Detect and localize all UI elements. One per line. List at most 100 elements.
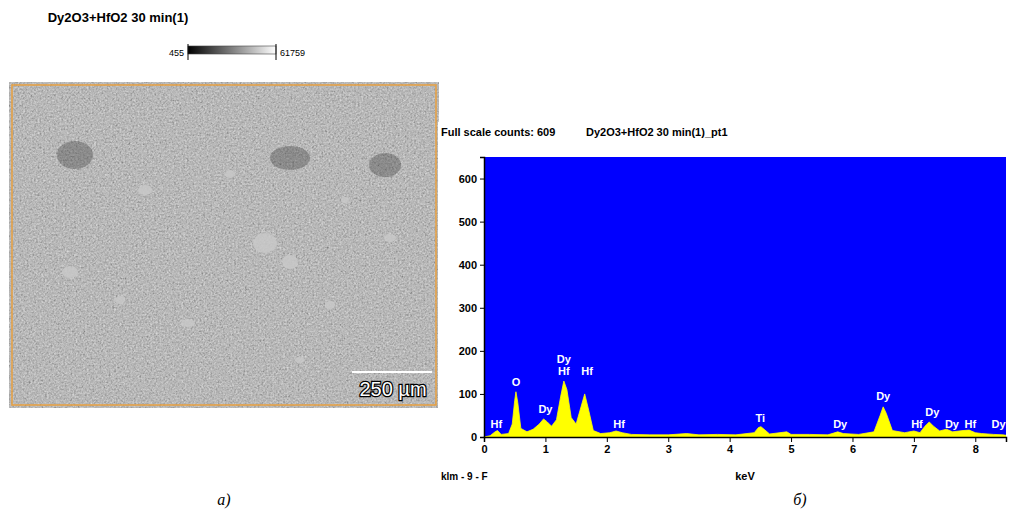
particle (295, 357, 305, 363)
x-tick-mark (852, 437, 853, 442)
x-tick-mark (914, 437, 915, 442)
x-tick: 1 (543, 437, 549, 455)
particle (384, 234, 396, 242)
y-tick-label: 100 (459, 388, 477, 400)
peak-label: Dy (945, 418, 960, 430)
peak-label: Hf (965, 418, 977, 430)
x-tick-label: 1 (543, 443, 549, 455)
x-tick-mark (730, 437, 731, 442)
y-tick-label: 400 (459, 259, 477, 271)
plot-marks (484, 381, 1006, 437)
x-tick: 8 (973, 437, 979, 455)
colorbar (188, 46, 276, 54)
spectrum-panel: Full scale counts: 609 Dy2O3+HfO2 30 min(… (438, 122, 1016, 492)
x-tick-label: 2 (604, 443, 610, 455)
particle (62, 266, 78, 278)
particle (341, 197, 349, 203)
micrograph-background (9, 82, 439, 408)
x-tick: 3 (666, 437, 672, 455)
x-axis: 0 1 2 3 4 5 6 7 8 (481, 437, 1006, 455)
x-tick-label: 4 (727, 443, 734, 455)
y-tick-mark (480, 394, 484, 395)
x-tick-mark (545, 437, 546, 442)
micrograph-grain (9, 82, 439, 408)
y-tick-label: 0 (471, 431, 477, 443)
y-tick-mark (480, 437, 484, 438)
peak-label: Ti (756, 412, 766, 424)
x-tick-mark (791, 437, 792, 442)
y-tick-mark (480, 308, 484, 309)
x-tick-label: 6 (850, 443, 856, 455)
dark-region (57, 141, 93, 169)
y-tick: 500 (459, 216, 484, 228)
selection-frame (12, 85, 436, 405)
chart-title: Dy2O3+HfO2 30 min(1)_pt1 (586, 126, 728, 138)
peak-label: Hf (613, 418, 625, 430)
y-tick-label: 500 (459, 216, 477, 228)
y-tick: 100 (459, 388, 484, 400)
panel-caption: б) (793, 491, 806, 509)
particle (225, 170, 235, 178)
y-tick-label: 200 (459, 345, 477, 357)
y-tick-mark (480, 179, 484, 180)
y-tick-label: 600 (459, 173, 477, 185)
spectrum-area (484, 381, 1006, 437)
x-tick-mark (668, 437, 669, 442)
x-tick: 5 (788, 437, 794, 455)
x-tick: 4 (727, 437, 734, 455)
x-tick-label: 7 (911, 443, 917, 455)
scale-bar (352, 371, 432, 373)
y-tick-mark (480, 222, 484, 223)
y-tick-label: 300 (459, 302, 477, 314)
panel-caption: а) (217, 491, 230, 509)
peak-label: Hf (558, 365, 570, 377)
y-tick: 600 (459, 173, 484, 185)
x-tick: 6 (850, 437, 856, 455)
peak-label: Dy (833, 418, 848, 430)
x-axis-line (485, 438, 1007, 443)
y-tick: 0 (471, 431, 484, 443)
peak-label: O (512, 376, 521, 388)
peak-label: Dy (557, 353, 572, 365)
footer: klm - 9 - F (441, 471, 488, 482)
peak-label: Dy (925, 406, 940, 418)
x-tick-label: 8 (973, 443, 979, 455)
y-tick: 300 (459, 302, 484, 314)
dark-region (369, 153, 401, 177)
scale-bar-label: 250 µm (359, 378, 426, 400)
peak-label: Hf (911, 418, 923, 430)
y-axis-line (480, 158, 485, 438)
peak-label: Hf (490, 418, 502, 430)
x-axis-title: keV (735, 470, 755, 482)
figure: Dy2O3+HfO2 30 min(1) 455 61759 250 µm а) Full… (0, 0, 1021, 520)
colorbar-label: 61759 (280, 48, 305, 58)
particle (282, 255, 298, 269)
y-tick-mark (480, 265, 484, 266)
image-title: Dy2O3+HfO2 30 min(1) (48, 10, 189, 25)
peak-label: Dy (876, 390, 891, 402)
x-tick: 0 (481, 437, 487, 455)
x-tick: 7 (911, 437, 917, 455)
x-tick-mark (607, 437, 608, 442)
colorbar-label: 455 (169, 48, 184, 58)
colorbar-tick (188, 44, 189, 60)
peak-labels: HfODyDyHfHfHfTiDyDyHfDyDyHfDy (490, 353, 1006, 430)
particle (325, 301, 335, 309)
x-tick-label: 5 (788, 443, 794, 455)
particle (115, 296, 125, 304)
particle (181, 319, 195, 327)
dark-region (270, 146, 310, 170)
y-tick: 400 (459, 259, 484, 271)
plot-background (484, 157, 1006, 437)
colorbar-tick (276, 44, 277, 60)
peak-label: Dy (538, 403, 553, 415)
subtitle: Full scale counts: 609 (441, 126, 555, 138)
x-tick: 2 (604, 437, 610, 455)
particle (253, 233, 277, 253)
particle (138, 185, 152, 195)
y-axis: 0 100 200 300 400 500 600 (459, 158, 485, 444)
x-tick-mark (975, 437, 976, 442)
panel-background (438, 122, 1016, 492)
y-tick-mark (480, 351, 484, 352)
y-tick: 200 (459, 345, 484, 357)
